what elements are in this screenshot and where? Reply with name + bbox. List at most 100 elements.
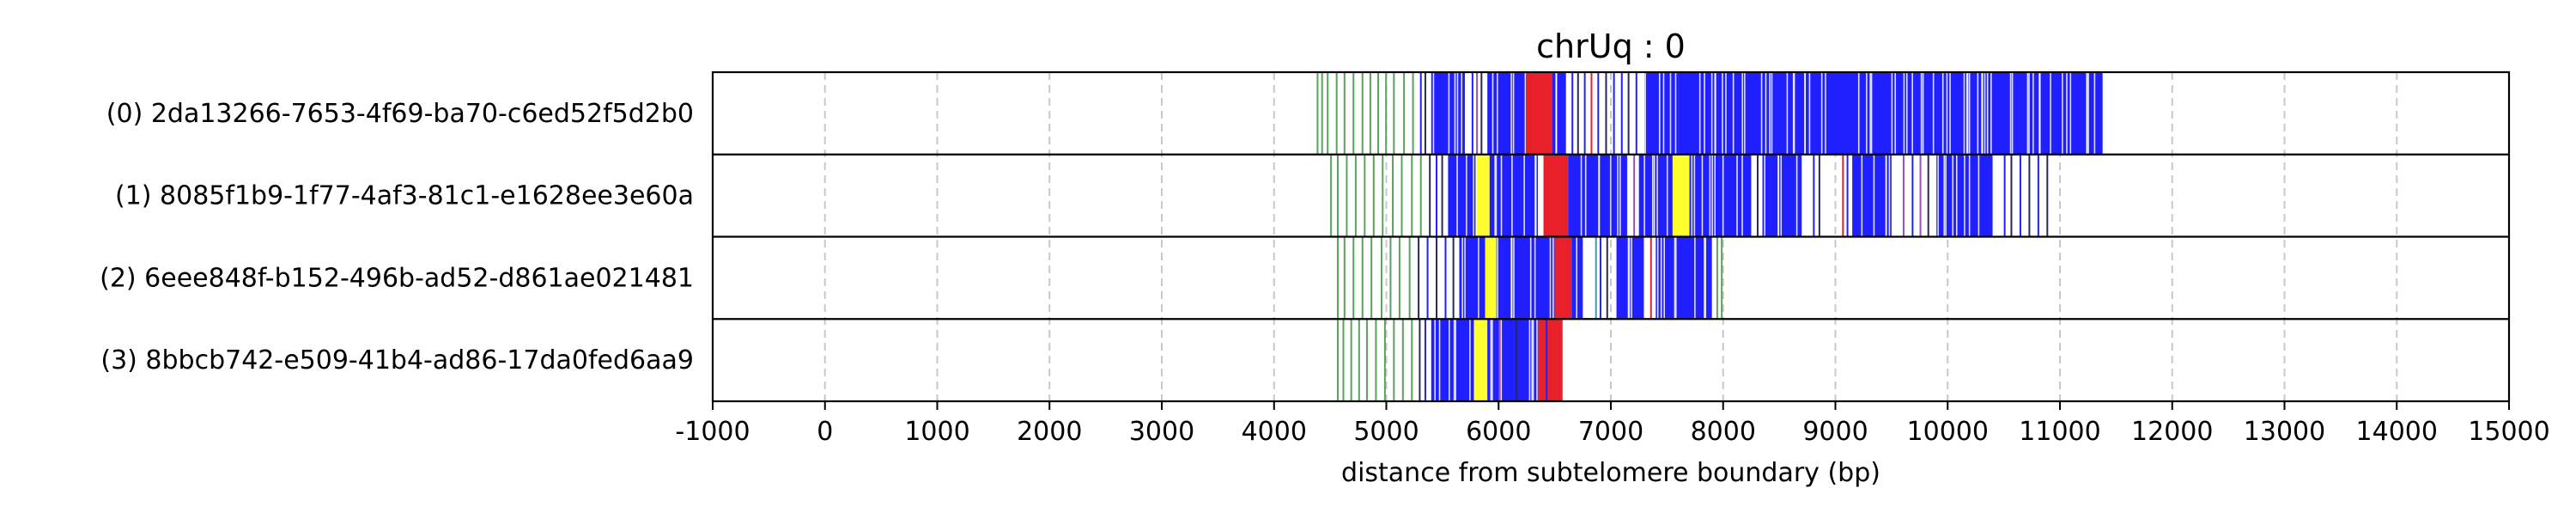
chart-title: chrUq : 0 <box>1536 27 1686 65</box>
row-label: (1) 8085f1b9-1f77-4af3-81c1-e1628ee3e60a <box>115 181 694 211</box>
track-gap <box>1643 154 1645 237</box>
track-gap <box>1804 72 1807 155</box>
track-gap <box>1780 154 1783 237</box>
track-mark <box>1911 154 1914 237</box>
track-mark <box>1842 154 1844 237</box>
track-mark <box>2010 154 2013 237</box>
track-gap <box>1438 319 1441 401</box>
track-mark <box>1577 72 1579 155</box>
track-band <box>1448 154 1477 237</box>
track-gap <box>1861 154 1863 237</box>
track-mark <box>1336 319 1339 401</box>
track-gap <box>2038 72 2040 155</box>
track-gap <box>1461 236 1463 320</box>
track-mark <box>1605 72 1607 155</box>
track-mark <box>1429 154 1431 237</box>
track-mark <box>1515 319 1517 401</box>
track-gap <box>1966 72 1969 155</box>
track-mark <box>1398 236 1400 320</box>
track-gap <box>1534 154 1537 237</box>
track-gap <box>1795 154 1798 237</box>
x-tick-label: 13000 <box>2244 417 2325 447</box>
track-gap <box>1990 72 1992 155</box>
track-mark <box>1365 319 1368 401</box>
track-mark <box>1327 72 1329 155</box>
track-gap <box>1549 236 1552 320</box>
track-gap <box>2028 72 2030 155</box>
track-gap <box>1870 72 1873 155</box>
track-gap <box>1434 319 1437 401</box>
track-band <box>1459 236 1485 320</box>
track-mark <box>1385 72 1388 155</box>
x-tick-label: 0 <box>817 417 833 447</box>
track-mark <box>1343 72 1346 155</box>
x-tick-label: 2000 <box>1017 417 1082 447</box>
track-gap <box>1531 319 1534 401</box>
track-mark <box>1330 154 1333 237</box>
track-mark <box>1613 72 1615 155</box>
track-mark <box>1418 236 1420 320</box>
track-gap <box>1941 72 1944 155</box>
track-mark <box>1316 72 1319 155</box>
track-gap <box>1449 319 1450 401</box>
track-band <box>1431 72 1466 155</box>
track-gap <box>1497 72 1498 155</box>
track-gap <box>2050 72 2051 155</box>
track-gap <box>1857 72 1860 155</box>
track-mark <box>1335 72 1338 155</box>
track-gap <box>2009 72 2012 155</box>
track-band <box>1476 154 1490 237</box>
track-mark <box>1400 154 1403 237</box>
track-gap <box>1793 72 1795 155</box>
track-gap <box>1494 154 1496 237</box>
track-gap <box>1693 154 1696 237</box>
track-gap <box>1873 154 1875 237</box>
track-mark <box>1583 72 1586 155</box>
x-tick-label: 3000 <box>1129 417 1194 447</box>
track-band <box>1431 319 1474 401</box>
track-gap <box>1529 236 1532 320</box>
track-mark <box>2037 154 2039 237</box>
track-gap <box>1609 154 1612 237</box>
track-mark <box>1452 236 1455 320</box>
track-gap <box>1454 72 1456 155</box>
track-band <box>1485 236 1497 320</box>
track-mark <box>1336 154 1339 237</box>
track-mark <box>1412 72 1414 155</box>
track-band <box>1568 154 1628 237</box>
track-gap <box>1643 236 1645 320</box>
track-gap <box>1674 236 1676 320</box>
track-mark <box>1635 72 1637 155</box>
track-gap <box>1760 72 1763 155</box>
track-gap <box>1943 154 1946 237</box>
track-mark <box>1627 72 1630 155</box>
track-mark <box>1919 154 1922 237</box>
track-gap <box>1532 319 1534 401</box>
track-row <box>1330 154 2049 237</box>
track-mark <box>1590 72 1593 155</box>
track-gap <box>1965 72 1968 155</box>
track-gap <box>1674 236 1677 320</box>
track-gap <box>1656 236 1659 320</box>
track-gap <box>1619 154 1621 237</box>
track-mark <box>1419 72 1422 155</box>
track-gap <box>1894 72 1897 155</box>
track-mark <box>1436 154 1438 237</box>
track-gap <box>1456 72 1459 155</box>
track-gap <box>1492 319 1493 401</box>
track-gap <box>1455 319 1456 401</box>
track-mark <box>1336 236 1339 320</box>
track-mark <box>1927 154 1929 237</box>
track-mark <box>1476 72 1479 155</box>
track-row <box>1336 319 1563 401</box>
track-mark <box>1358 319 1360 401</box>
track-gap <box>1651 154 1654 237</box>
track-mark <box>1408 236 1411 320</box>
track-gap <box>1968 154 1971 237</box>
track-gap <box>1466 154 1467 237</box>
track-row <box>1316 72 2103 155</box>
x-tick-label: 14000 <box>2356 417 2438 447</box>
track-gap <box>1584 154 1587 237</box>
track-mark <box>1721 236 1723 320</box>
track-mark <box>1393 72 1395 155</box>
